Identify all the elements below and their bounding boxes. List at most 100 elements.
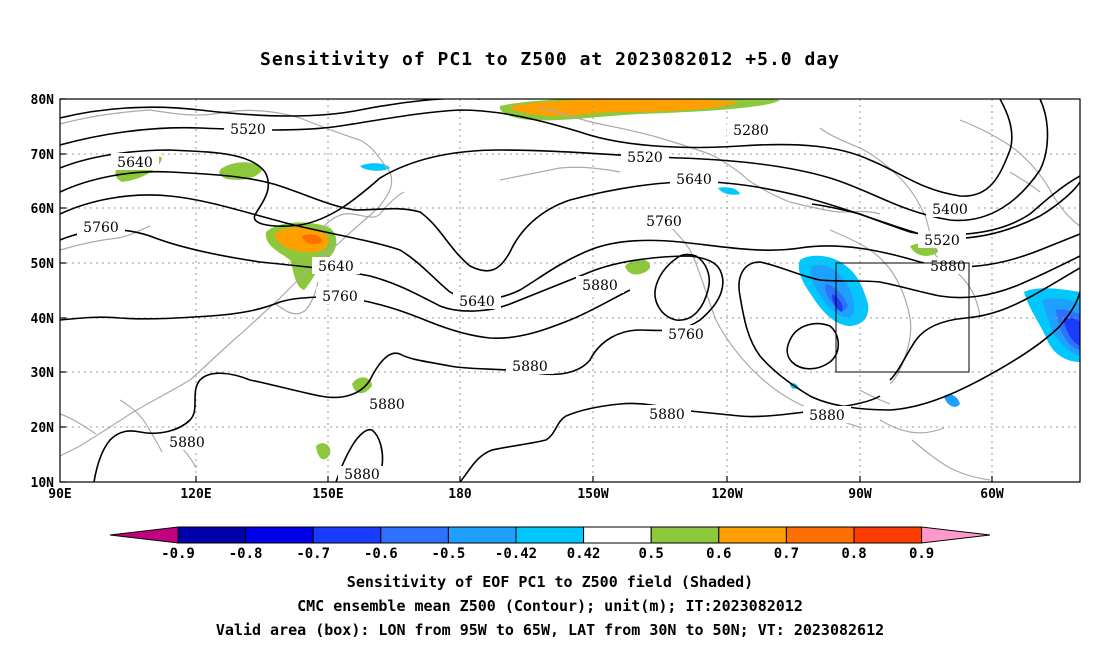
z500-contour-layer xyxy=(60,99,1080,482)
lon-tick-label: 90E xyxy=(48,487,71,502)
negative-shade xyxy=(718,187,740,195)
colorbar-label: 0.8 xyxy=(841,546,866,562)
contour-label: 5760 xyxy=(322,289,358,305)
negative-shade xyxy=(360,163,390,171)
contour-label: 5760 xyxy=(83,220,119,236)
contour-label: 5880 xyxy=(369,397,405,413)
label-bg xyxy=(643,405,691,422)
axis-ticks xyxy=(60,98,993,483)
lon-tick-label: 120W xyxy=(711,487,742,502)
contour-line xyxy=(889,267,1080,381)
positive-shade xyxy=(274,227,329,253)
label-bg xyxy=(363,395,411,412)
contour-label: 5640 xyxy=(318,259,354,275)
colorbar-segment xyxy=(515,526,585,544)
positive-shade xyxy=(302,234,322,244)
coastline xyxy=(879,419,945,434)
contour-line xyxy=(654,253,711,321)
coastline xyxy=(539,107,749,181)
coastline xyxy=(60,225,151,251)
lon-tick-label: 90W xyxy=(848,487,872,502)
contour-label: 5520 xyxy=(230,122,266,138)
label-bg xyxy=(918,231,966,248)
lon-tick-label: 120E xyxy=(180,487,211,502)
label-bg xyxy=(163,433,211,450)
label-bg xyxy=(312,257,360,274)
negative-shade xyxy=(1064,317,1080,346)
lat-tick-label: 10N xyxy=(31,476,55,491)
colorbar-label: 0.5 xyxy=(639,546,664,562)
label-bg xyxy=(77,218,125,235)
contour-line xyxy=(60,99,480,119)
label-bg xyxy=(803,406,851,423)
contour-label: 5520 xyxy=(924,233,960,249)
contour-label: 5640 xyxy=(676,172,712,188)
colorbar-label: -0.9 xyxy=(161,546,195,562)
contour-label: 5760 xyxy=(668,327,704,343)
colorbar-segment xyxy=(785,526,855,544)
label-bg xyxy=(662,325,710,342)
contour-label: 5880 xyxy=(582,278,618,294)
coastline xyxy=(60,413,97,435)
caption-line-1: Sensitivity of EOF PC1 to Z500 field (Sh… xyxy=(346,573,754,591)
lat-tick-label: 80N xyxy=(31,93,55,108)
contour-label: 5880 xyxy=(344,467,380,483)
lat-tick-label: 40N xyxy=(31,312,55,327)
colorbar-label: 0.9 xyxy=(909,546,934,562)
colorbar-label: -0.5 xyxy=(432,546,466,562)
contour-label: 5880 xyxy=(169,435,205,451)
caption-line-2: CMC ensemble mean Z500 (Contour); unit(m… xyxy=(297,597,803,615)
coastline xyxy=(1009,171,1041,193)
coastline xyxy=(911,439,991,481)
negative-shade xyxy=(832,294,843,312)
label-bg xyxy=(453,292,501,309)
coastline xyxy=(659,215,863,429)
map-title: Sensitivity of PC1 to Z500 at 2023082012… xyxy=(259,49,840,70)
lon-tick-label: 180 xyxy=(448,487,472,502)
label-bg xyxy=(727,121,775,138)
lat-axis-labels: 80N 70N 60N 50N 40N 30N 20N 10N xyxy=(31,93,55,491)
colorbar-label: 0.6 xyxy=(706,546,731,562)
contour-line xyxy=(786,322,840,370)
coastline xyxy=(499,166,621,181)
contour-label: 5640 xyxy=(117,155,153,171)
contour-label: 5280 xyxy=(733,123,769,139)
label-bg xyxy=(640,212,688,229)
contour-label: 5880 xyxy=(649,407,685,423)
colorbar-segment xyxy=(650,526,720,544)
contour-line xyxy=(60,228,724,482)
contour-label: 5400 xyxy=(932,202,968,218)
contour-label: 5880 xyxy=(809,408,845,424)
colorbar-label: -0.42 xyxy=(495,546,537,562)
colorbar-segment xyxy=(583,526,652,544)
colorbar-segment xyxy=(312,526,382,544)
contour-label-layer: 5520 5640 5760 5280 5520 5640 5760 5880 … xyxy=(77,120,974,483)
positive-shade xyxy=(510,99,740,117)
lon-tick-label: 150E xyxy=(312,487,343,502)
colorbar-end-triangle xyxy=(109,526,179,544)
lon-tick-label: 60W xyxy=(980,487,1004,502)
coastline xyxy=(275,281,319,315)
colorbar-label: -0.8 xyxy=(229,546,263,562)
colorbar-label: 0.42 xyxy=(567,546,601,562)
lat-tick-label: 20N xyxy=(31,421,55,436)
label-bg xyxy=(576,276,624,293)
contour-label: 5640 xyxy=(459,294,495,310)
plot-frame xyxy=(59,98,1081,483)
colorbar-label: -0.7 xyxy=(296,546,330,562)
coastline xyxy=(959,119,1080,227)
coastline xyxy=(119,399,163,453)
gridlines xyxy=(60,99,1080,482)
label-bg xyxy=(316,287,364,304)
label-bg xyxy=(224,120,272,137)
positive-shade xyxy=(316,443,331,460)
contour-label: 5880 xyxy=(512,359,548,375)
valid-area-box xyxy=(835,262,970,373)
coastline xyxy=(321,191,405,231)
colorbar-segment xyxy=(718,526,787,544)
contour-label: 5520 xyxy=(627,150,663,166)
contour-line xyxy=(60,99,1049,227)
lat-tick-label: 60N xyxy=(31,202,55,217)
label-bg xyxy=(926,200,974,217)
